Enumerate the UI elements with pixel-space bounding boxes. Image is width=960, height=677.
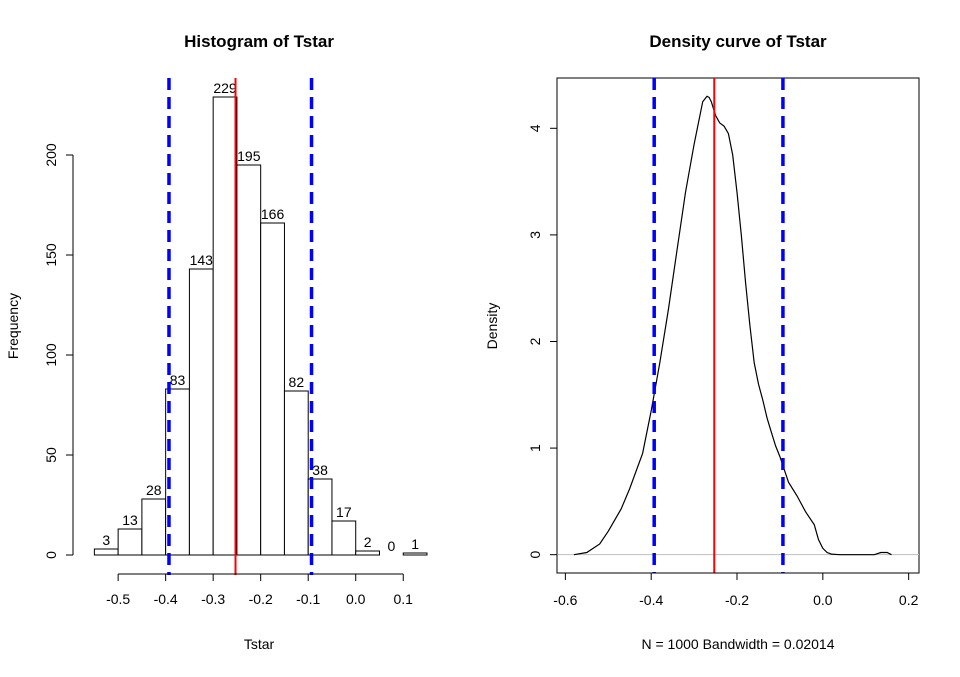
density-title: Density curve of Tstar <box>649 32 827 51</box>
histogram-bar <box>212 96 238 556</box>
density-x-axis: -0.6 -0.4 -0.2 0.0 0.2 <box>553 572 919 608</box>
density-y-tick-label: 1 <box>527 444 543 452</box>
histogram-y-axis-label: Frequency <box>5 293 21 359</box>
density-y-tick-label: 2 <box>527 337 543 345</box>
histogram-bar <box>260 222 285 556</box>
density-y-tick-label: 4 <box>527 124 543 132</box>
histogram-x-tick-label: -0.5 <box>106 591 130 607</box>
histogram-y-tick-label: 200 <box>43 143 59 167</box>
density-y-axis-label: Density <box>484 303 500 350</box>
histogram-bars <box>93 96 428 556</box>
histogram-y-tick-label: 0 <box>43 551 59 559</box>
histogram-x-axis-label: Tstar <box>244 636 275 652</box>
histogram-bar-label: 28 <box>146 482 162 498</box>
density-panel: Density curve of Tstar N = 1000 Bandwidt… <box>484 32 920 652</box>
histogram-bar-label: 166 <box>261 206 285 222</box>
density-reference-lines <box>652 78 785 573</box>
density-x-tick-label: 0.0 <box>813 592 833 608</box>
histogram-x-axis: -0.5 -0.4 -0.3 -0.2 -0.1 0.0 0.1 <box>106 573 414 607</box>
histogram-bar <box>307 478 333 556</box>
histogram-bar-label: 17 <box>336 504 352 520</box>
histogram-bar <box>331 520 357 556</box>
histogram-bar-label: 0 <box>387 538 395 554</box>
histogram-y-tick-label: 150 <box>43 243 59 267</box>
density-y-tick-label: 0 <box>527 551 543 559</box>
density-x-tick-label: -0.4 <box>639 592 663 608</box>
histogram-y-tick-label: 50 <box>43 447 59 463</box>
density-curve-group <box>573 95 892 556</box>
histogram-bar-labels: 3 13 28 83 143 229 195 166 82 38 17 2 0 1 <box>102 80 419 554</box>
density-y-axis: 0 1 2 3 4 <box>527 124 558 559</box>
histogram-bar-label: 229 <box>213 80 237 96</box>
histogram-bar <box>165 388 190 556</box>
density-x-tick-label: -0.2 <box>725 592 749 608</box>
histogram-panel: Histogram of Tstar Tstar Frequency 31328… <box>5 32 428 652</box>
histogram-bar-label: 82 <box>289 374 305 390</box>
histogram-title: Histogram of Tstar <box>184 32 334 51</box>
density-x-tick-label: -0.6 <box>553 592 577 608</box>
histogram-bar-label: 13 <box>122 512 138 528</box>
histogram-x-tick-label: 0.0 <box>346 591 366 607</box>
histogram-bar-label: 143 <box>190 252 214 268</box>
histogram-bar <box>93 548 119 556</box>
histogram-bar <box>355 550 380 556</box>
density-curve <box>573 95 892 556</box>
histogram-bar-label: 83 <box>170 372 186 388</box>
histogram-bar <box>141 498 167 556</box>
density-x-axis-label: N = 1000 Bandwidth = 0.02014 <box>641 636 834 652</box>
histogram-bar <box>117 528 143 556</box>
histogram-x-tick-label: -0.1 <box>296 591 320 607</box>
histogram-x-tick-label: 0.1 <box>394 591 414 607</box>
histogram-bar <box>236 164 262 556</box>
histogram-x-tick-label: -0.4 <box>154 591 178 607</box>
histogram-bar-label: 38 <box>312 462 328 478</box>
histogram-bar-label: 3 <box>102 532 110 548</box>
histogram-reference-lines <box>167 78 314 575</box>
histogram-y-tick-label: 100 <box>43 343 59 367</box>
histogram-x-tick-label: -0.2 <box>249 591 273 607</box>
histogram-bar <box>402 552 428 556</box>
histogram-bar <box>283 390 309 556</box>
histogram-bar-label: 2 <box>364 534 372 550</box>
histogram-bar <box>188 268 214 556</box>
histogram-y-axis: 0 50 100 150 200 <box>43 143 74 559</box>
density-y-tick-label: 3 <box>527 231 543 239</box>
histogram-x-tick-label: -0.3 <box>201 591 225 607</box>
histogram-bar-label: 195 <box>237 148 261 164</box>
density-plot-frame <box>556 77 920 574</box>
density-x-tick-label: 0.2 <box>899 592 919 608</box>
histogram-bar-label: 1 <box>411 536 419 552</box>
